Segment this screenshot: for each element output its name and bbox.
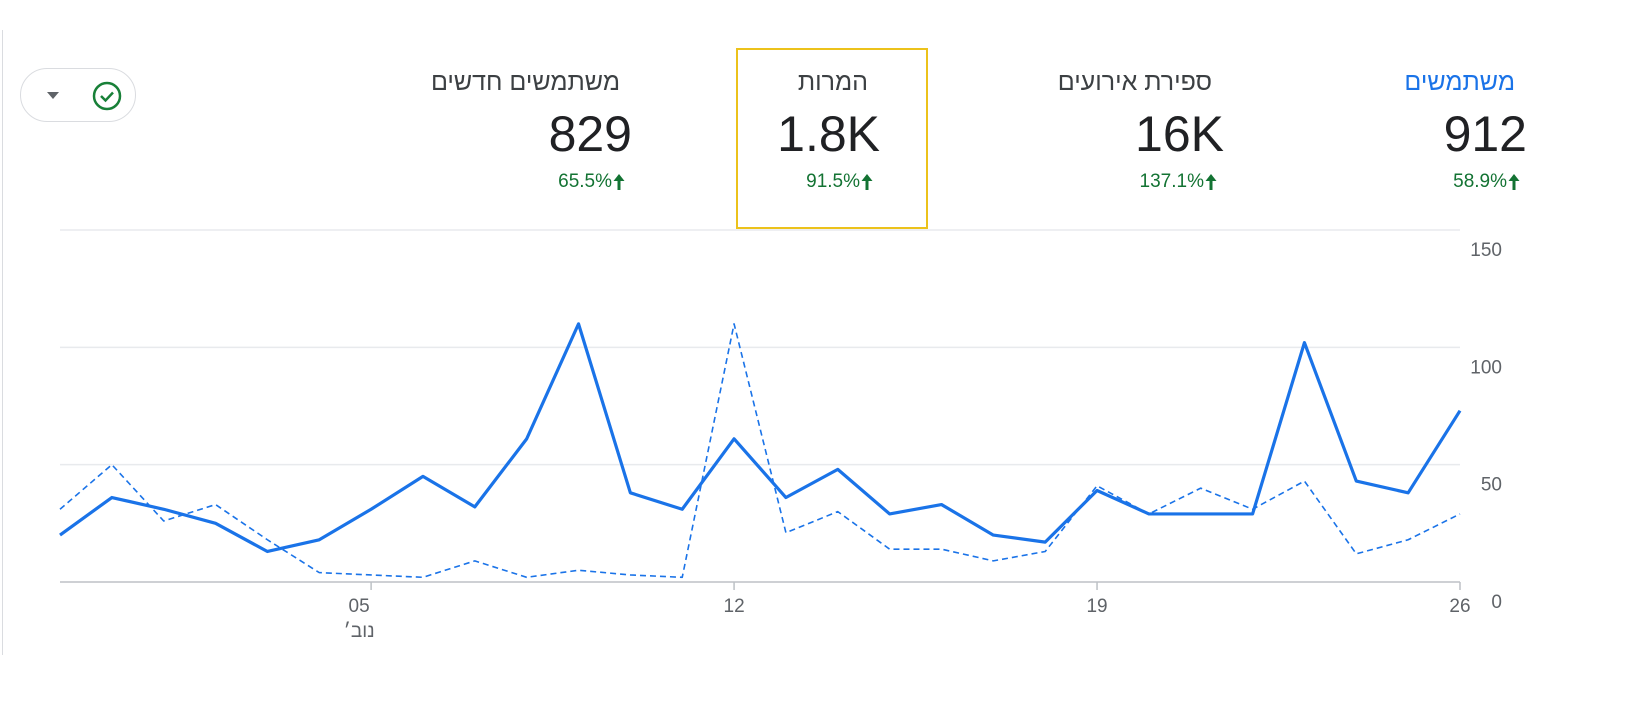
up-arrow (861, 174, 873, 190)
x-tick-label: 12 (724, 596, 745, 617)
dropdown-icons (47, 81, 122, 111)
metric-change-row: 137.1% (932, 169, 1218, 195)
x-tick-label: 05 (349, 596, 370, 617)
metric-value: 829 (548, 106, 632, 162)
metric-title: המרות (797, 68, 868, 96)
y-tick-label: 150 (1470, 240, 1502, 261)
metric-change: 91.5% (806, 171, 860, 192)
up-arrow-shape (1205, 174, 1217, 190)
up-arrow-shape (1508, 174, 1520, 190)
caret (47, 92, 59, 99)
metric-title: משתמשים חדשים (430, 68, 620, 96)
y-tick-label: 100 (1470, 357, 1502, 378)
selected-highlight (736, 48, 928, 229)
check-mark (100, 91, 114, 103)
y-tick-label: 0 (1491, 592, 1502, 613)
series-line (59, 322, 1462, 554)
metric-change: 137.1% (1139, 171, 1204, 192)
filter-dropdown[interactable] (20, 68, 136, 122)
up-arrow-shape (861, 174, 873, 190)
metric[interactable]: משתמשים חדשים 829 65.5% (340, 65, 632, 195)
metric[interactable]: ספירת אירועים 16K 137.1% (932, 65, 1224, 195)
metric-change: 65.5% (558, 171, 612, 192)
metric-change-row: 91.5% (588, 169, 874, 195)
x-tick-label: 19 (1086, 596, 1107, 617)
metric-value: 16K (1135, 106, 1224, 162)
up-arrow (1205, 174, 1217, 190)
metric-value: 1.8K (777, 106, 880, 162)
x-month-label: נוב׳ (344, 621, 375, 642)
metric-change-row: 65.5% (340, 169, 626, 195)
comparison-line (59, 323, 1461, 579)
metric[interactable]: משתמשים 912 58.9% (1235, 65, 1527, 195)
metric-change-row: 58.9% (1235, 169, 1521, 195)
metric[interactable]: המרות 1.8K 91.5% (588, 65, 880, 195)
up-arrow (613, 174, 625, 190)
metric-change: 58.9% (1453, 171, 1507, 192)
metric-value: 912 (1443, 106, 1527, 162)
up-arrow-shape (613, 174, 625, 190)
metric-title: ספירת אירועים (1057, 68, 1212, 96)
check-circle (92, 81, 122, 111)
x-tick-label: 26 (1449, 596, 1470, 617)
metric-title: משתמשים (1404, 68, 1515, 96)
card-border (2, 30, 3, 655)
y-tick-label: 50 (1481, 475, 1502, 496)
up-arrow (1508, 174, 1520, 190)
